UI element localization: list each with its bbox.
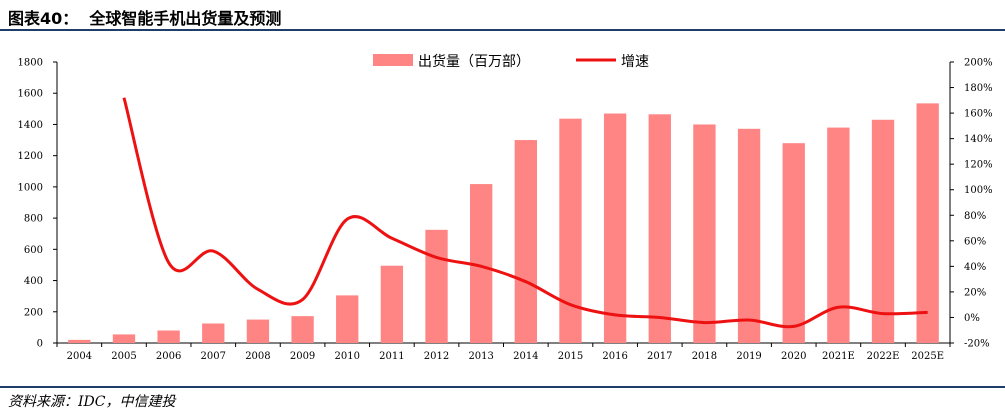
legend-line-label: 增速 bbox=[621, 54, 649, 70]
right-tick-label: 80% bbox=[964, 211, 986, 222]
x-tick-label: 2011 bbox=[379, 351, 404, 362]
x-tick-label: 2009 bbox=[290, 351, 315, 362]
left-tick-label: 1200 bbox=[18, 151, 43, 162]
right-tick-label: 120% bbox=[964, 160, 993, 171]
bar bbox=[827, 127, 850, 343]
right-tick-label: 200% bbox=[964, 58, 993, 69]
x-tick-label: 2004 bbox=[67, 351, 92, 362]
legend-bar-label: 出货量（百万部） bbox=[418, 53, 530, 70]
x-tick-label: 2006 bbox=[156, 351, 181, 362]
chart: 0 200 400 600 800 1000 1200 1400 1600 1800 -20% 0% 2… bbox=[18, 53, 993, 362]
right-tick-label: 0% bbox=[964, 313, 980, 324]
x-tick-label: 2017 bbox=[647, 351, 672, 362]
right-tick-label: -20% bbox=[964, 339, 990, 350]
top-rule bbox=[0, 29, 1005, 31]
x-tick-label: 2020 bbox=[781, 351, 806, 362]
x-tick-label: 2010 bbox=[334, 351, 359, 362]
right-tick-label: 180% bbox=[964, 83, 993, 94]
x-tick-label: 2016 bbox=[602, 351, 627, 362]
bar bbox=[693, 124, 716, 343]
x-tick-label: 2022E bbox=[867, 351, 900, 362]
bar bbox=[112, 334, 136, 343]
left-tick-label: 400 bbox=[24, 276, 43, 287]
x-tick-label: 2007 bbox=[201, 351, 226, 362]
right-tick-label: 140% bbox=[964, 134, 993, 145]
bar bbox=[380, 265, 404, 343]
bar bbox=[246, 319, 270, 343]
left-tick-label: 1600 bbox=[18, 89, 43, 100]
left-tick-label: 1800 bbox=[18, 58, 43, 69]
x-tick-label: 2014 bbox=[513, 351, 538, 362]
bar bbox=[603, 113, 627, 344]
bar bbox=[916, 103, 939, 343]
right-tick-label: 100% bbox=[964, 185, 993, 196]
x-tick-label: 2025E bbox=[911, 351, 944, 362]
bar bbox=[737, 128, 761, 343]
left-tick-label: 1000 bbox=[18, 182, 43, 193]
growth-line bbox=[122, 97, 928, 329]
source-note: 资料来源：IDC，中信建投 bbox=[8, 394, 176, 410]
right-tick-label: 60% bbox=[964, 236, 986, 247]
bar bbox=[291, 316, 314, 343]
right-tick-label: 40% bbox=[964, 262, 986, 273]
bar bbox=[871, 119, 895, 343]
x-tick-label: 2012 bbox=[424, 351, 449, 362]
bar bbox=[782, 143, 805, 343]
legend-bar-swatch bbox=[373, 54, 413, 66]
right-tick-label: 160% bbox=[964, 109, 993, 120]
bottom-rule bbox=[0, 386, 1005, 388]
x-tick-label: 2013 bbox=[468, 351, 493, 362]
bar bbox=[202, 323, 225, 343]
title-bar: 图表40： 全球智能手机出货量及预测 bbox=[0, 0, 1005, 30]
left-tick-label: 600 bbox=[24, 245, 43, 256]
bar bbox=[648, 114, 671, 343]
right-tick-label: 20% bbox=[964, 287, 986, 298]
left-tick-label: 0 bbox=[37, 339, 43, 350]
x-tick-label: 2008 bbox=[245, 351, 270, 362]
left-tick-label: 1400 bbox=[18, 120, 43, 131]
bar bbox=[157, 330, 180, 343]
x-tick-label: 2021E bbox=[822, 351, 855, 362]
x-tick-label: 2015 bbox=[558, 351, 583, 362]
left-tick-label: 800 bbox=[24, 214, 43, 225]
bar bbox=[514, 140, 537, 343]
bar bbox=[470, 184, 493, 343]
bar bbox=[68, 339, 91, 343]
x-tick-label: 2019 bbox=[736, 351, 761, 362]
bar bbox=[425, 229, 448, 343]
left-tick-label: 200 bbox=[24, 307, 43, 318]
bar bbox=[559, 118, 582, 343]
page-title: 图表40： 全球智能手机出货量及预测 bbox=[8, 9, 282, 28]
x-tick-label: 2005 bbox=[111, 351, 136, 362]
bar bbox=[336, 295, 359, 343]
x-tick-label: 2018 bbox=[692, 351, 717, 362]
